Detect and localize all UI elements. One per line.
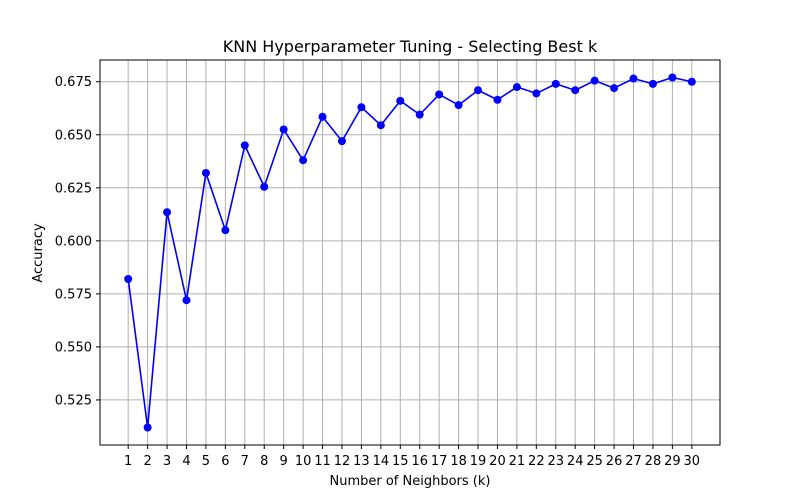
data-point-k20	[493, 95, 502, 104]
grid-lines	[100, 60, 720, 445]
x-tick-label-4: 4	[182, 454, 190, 469]
x-tick-label-21: 21	[509, 454, 526, 469]
data-point-k27	[629, 74, 638, 83]
data-point-k28	[648, 79, 657, 88]
data-point-k8	[260, 182, 269, 191]
series-line-0	[127, 76, 692, 429]
x-tick-label-14: 14	[373, 454, 390, 469]
x-tick-label-16: 16	[411, 454, 428, 469]
x-tick-label-12: 12	[334, 454, 351, 469]
data-point-k11	[318, 112, 327, 121]
x-tick-label-3: 3	[163, 454, 171, 469]
data-point-k19	[474, 86, 483, 95]
x-axis-label: Number of Neighbors (k)	[330, 474, 491, 489]
x-tick-label-27: 27	[625, 454, 642, 469]
series-accuracy	[124, 73, 696, 432]
data-point-k7	[240, 141, 249, 150]
data-point-k13	[357, 103, 366, 112]
x-tick-label-22: 22	[528, 454, 545, 469]
x-tick-label-5: 5	[202, 454, 210, 469]
x-tick-label-10: 10	[295, 454, 312, 469]
x-tick-label-1: 1	[124, 454, 132, 469]
data-point-k3	[163, 208, 172, 217]
chart-title: KNN Hyperparameter Tuning - Selecting Be…	[223, 37, 598, 56]
data-point-k30	[687, 77, 696, 86]
x-tick-label-19: 19	[470, 454, 487, 469]
x-tick-label-17: 17	[431, 454, 448, 469]
x-tick-label-11: 11	[314, 454, 331, 469]
data-point-k18	[454, 101, 463, 110]
data-point-k21	[512, 83, 521, 92]
x-tick-label-6: 6	[221, 454, 229, 469]
x-tick-label-23: 23	[547, 454, 564, 469]
x-tick-label-29: 29	[664, 454, 681, 469]
y-axis-label: Accuracy	[31, 223, 46, 283]
plot-area-frame	[99, 59, 721, 446]
x-tick-label-20: 20	[489, 454, 506, 469]
y-tick-label-0.525: 0.525	[55, 393, 92, 408]
y-tick-label-0.650: 0.650	[55, 128, 92, 143]
x-tick-label-25: 25	[586, 454, 603, 469]
data-point-k15	[396, 96, 405, 105]
data-point-k23	[551, 79, 560, 88]
data-point-k26	[610, 84, 619, 93]
data-point-k25	[590, 76, 599, 85]
x-tick-label-15: 15	[392, 454, 409, 469]
x-tick-label-18: 18	[450, 454, 467, 469]
y-tick-label-0.675: 0.675	[55, 75, 92, 90]
x-tick-label-24: 24	[567, 454, 584, 469]
x-tick-label-13: 13	[353, 454, 370, 469]
x-tick-label-9: 9	[280, 454, 288, 469]
x-tick-label-26: 26	[606, 454, 623, 469]
data-point-k29	[668, 73, 677, 82]
data-point-k9	[279, 125, 288, 134]
y-axis-ticks: 0.525 0.550 0.575 0.600 0.625 0.650 0.675	[55, 75, 100, 408]
x-tick-label-28: 28	[645, 454, 662, 469]
data-point-k17	[435, 90, 444, 99]
data-point-k6	[221, 226, 230, 235]
y-tick-label-0.625: 0.625	[55, 181, 92, 196]
x-tick-label-7: 7	[241, 454, 249, 469]
data-point-k1	[124, 275, 133, 284]
data-point-k14	[376, 121, 385, 130]
y-tick-label-0.600: 0.600	[55, 234, 92, 249]
data-point-k10	[299, 156, 308, 165]
data-point-k5	[201, 168, 210, 177]
x-tick-label-8: 8	[260, 454, 268, 469]
x-tick-label-30: 30	[684, 454, 701, 469]
x-tick-label-2: 2	[143, 454, 151, 469]
y-tick-label-0.550: 0.550	[55, 340, 92, 355]
x-axis-ticks: 1 2 3 4 5 6 7 8 9 10 11 12 13 14 15 16 17 18 19 20 21 22 23 24 2…	[124, 445, 700, 469]
data-point-k22	[532, 89, 541, 98]
y-tick-label-0.575: 0.575	[55, 287, 92, 302]
data-point-k16	[415, 110, 424, 119]
data-point-k4	[182, 296, 191, 305]
data-point-k24	[571, 86, 580, 95]
data-point-k2	[143, 423, 152, 432]
data-point-k12	[337, 137, 346, 146]
